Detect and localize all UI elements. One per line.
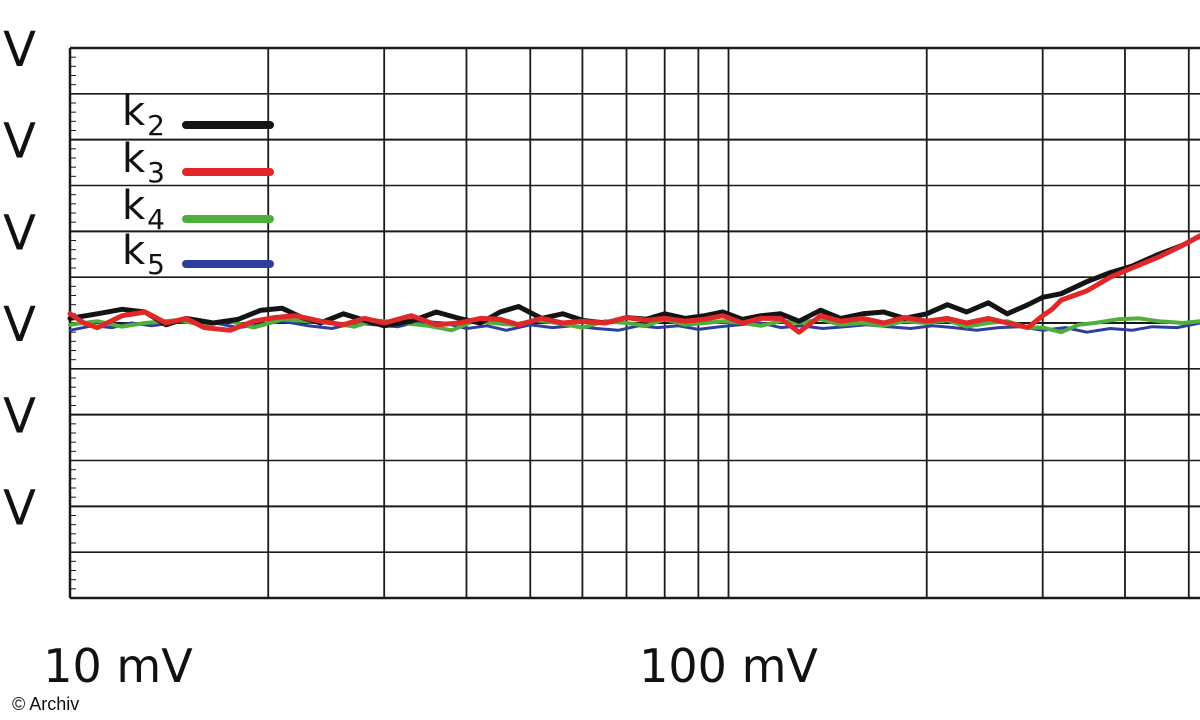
series-group bbox=[67, 233, 1200, 335]
legend-label-subscript: 3 bbox=[147, 156, 165, 189]
y-tick-label: 0V bbox=[0, 297, 36, 353]
series-line-k3 bbox=[67, 233, 1200, 335]
legend-label-subscript: 2 bbox=[147, 109, 165, 142]
series-line-k4 bbox=[68, 316, 1200, 335]
plot-frame bbox=[68, 46, 1200, 600]
x-tick-label: 10 mV bbox=[43, 639, 193, 693]
y-tick-label: -2V bbox=[0, 480, 36, 536]
legend-label-k2: k2 bbox=[122, 89, 165, 142]
copyright-label: © Archiv bbox=[12, 694, 79, 714]
legend-label-subscript: 4 bbox=[147, 203, 165, 236]
legend-label-subscript: 5 bbox=[147, 248, 165, 281]
series-line-k2 bbox=[67, 233, 1200, 329]
y-tick-label: 3V bbox=[0, 22, 36, 78]
legend-label-k3: k3 bbox=[122, 136, 165, 189]
y-tick-label: -1V bbox=[0, 389, 36, 445]
y-axis-tick-labels: 3V 2V 1V 0V -1V -2V bbox=[0, 22, 36, 536]
y-tick-label: 2V bbox=[0, 114, 36, 170]
y-tick-label: 1V bbox=[0, 205, 36, 261]
x-axis-tick-labels: 10 mV 100 mV bbox=[43, 639, 818, 693]
x-tick-label: 100 mV bbox=[639, 639, 818, 693]
